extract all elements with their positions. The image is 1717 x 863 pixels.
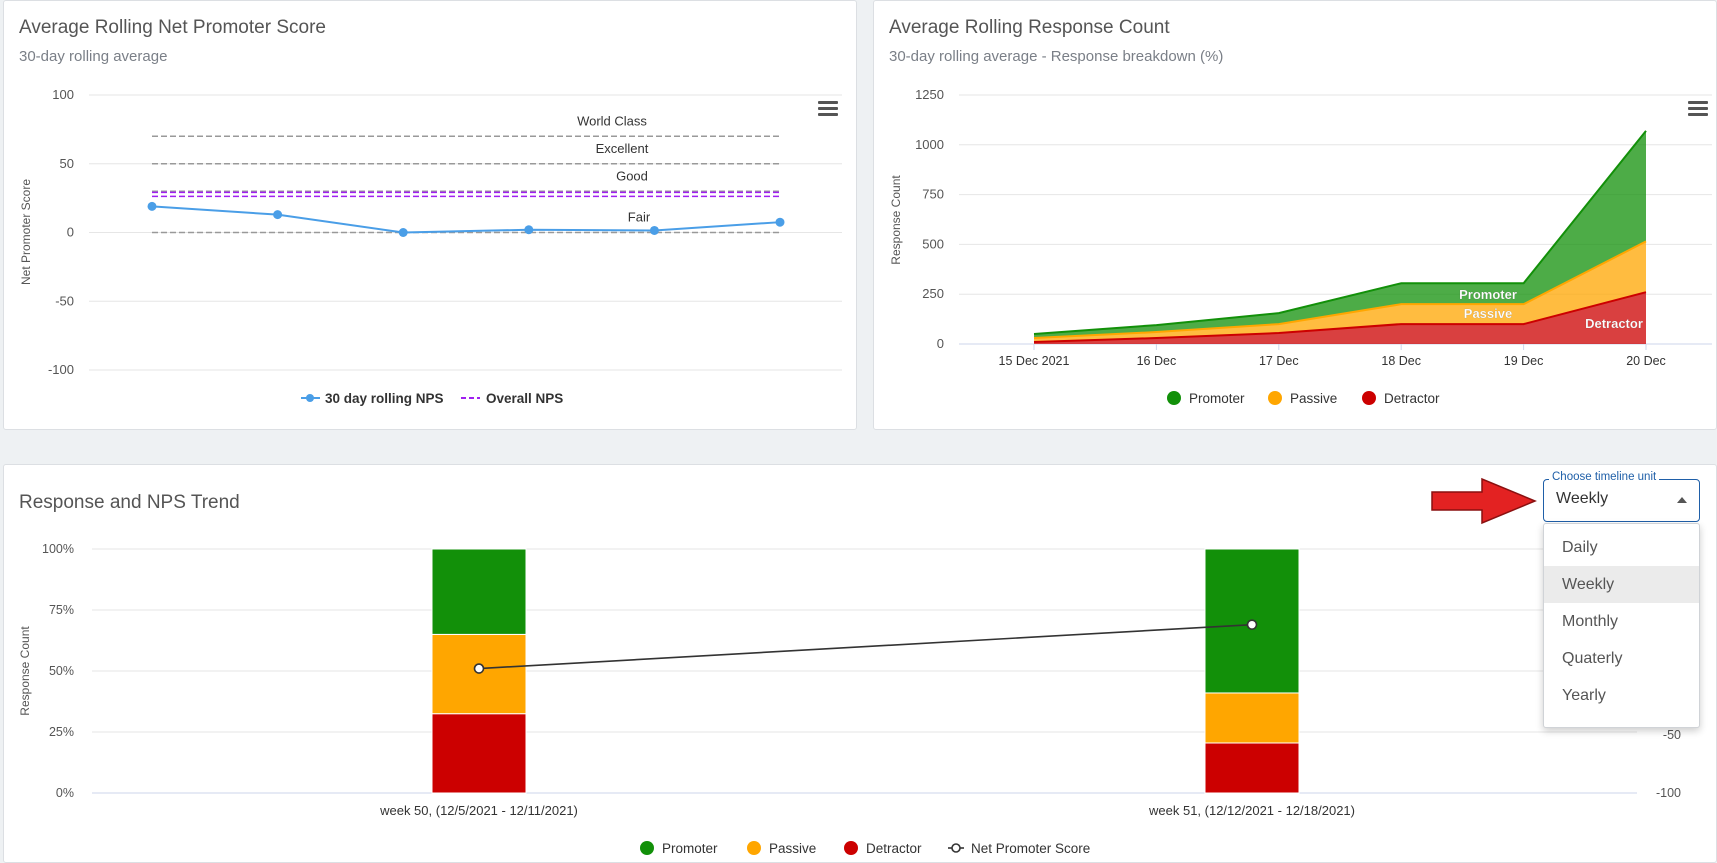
response-card: Average Rolling Response Count 30-day ro…	[873, 0, 1717, 430]
area-label-promoter: Promoter	[1459, 287, 1517, 302]
y-tick-label: 25%	[49, 725, 74, 739]
nps-data-point	[775, 217, 785, 227]
legend-net-promoter-score-label: Net Promoter Score	[971, 841, 1090, 856]
y-axis-label: Response Count	[18, 626, 32, 716]
x-tick-label: 17 Dec	[1259, 354, 1299, 368]
band-label: World Class	[577, 113, 647, 128]
trend-card-title: Response and NPS Trend	[19, 492, 240, 513]
bar-promoter	[431, 548, 527, 635]
hamburger-menu-icon[interactable]	[818, 101, 838, 117]
nps-card-title: Average Rolling Net Promoter Score	[19, 17, 326, 38]
legend-promoter-label: Promoter	[662, 841, 718, 856]
nps-data-point	[398, 228, 408, 237]
bar-detractor	[431, 713, 527, 794]
option-quarterly[interactable]: Quaterly	[1562, 650, 1623, 667]
area-line-passive	[1033, 240, 1647, 340]
area-line-promoter	[1033, 130, 1647, 336]
y-tick-label: 1000	[915, 137, 944, 152]
y-tick-label: 50	[60, 156, 74, 171]
legend-nps-label: 30 day rolling NPS	[325, 391, 444, 406]
right-y-tick-label: -50	[1663, 728, 1681, 742]
bar-detractor	[1204, 742, 1300, 794]
timeline-unit-select[interactable]: Weekly	[1543, 479, 1700, 522]
legend-detractor-swatch	[1362, 391, 1376, 405]
legend-detractor-label: Detractor	[866, 841, 922, 856]
x-tick-label: week 51, (12/12/2021 - 12/18/2021)	[1148, 803, 1355, 818]
x-tick-label: 18 Dec	[1381, 354, 1421, 368]
area-promoter	[1034, 130, 1646, 339]
nps-data-point	[273, 210, 283, 220]
legend-passive-label: Passive	[769, 841, 816, 856]
response-chart: 1250 1000 750 500 250 0 Response Count 15 Dec 2…	[889, 87, 1712, 406]
nps-data-point	[147, 201, 157, 211]
legend-passive-label: Passive	[1290, 391, 1337, 406]
y-tick-label: 750	[922, 187, 944, 202]
nps-card-subtitle: 30-day rolling average	[19, 48, 168, 65]
legend-passive-swatch	[747, 841, 761, 855]
caret-up-icon	[1677, 497, 1687, 503]
legend-detractor-label: Detractor	[1384, 391, 1440, 406]
y-tick-label: -50	[55, 293, 74, 308]
y-tick-label: 250	[922, 286, 944, 301]
y-tick-label: 50%	[49, 664, 74, 678]
y-tick-label: 0%	[56, 786, 74, 800]
timeline-unit-value: Weekly	[1556, 490, 1609, 507]
nps-series-line	[151, 205, 781, 234]
nps-chart: 100 50 0 -50 -100 Net Promoter Score World Cla…	[19, 87, 842, 406]
y-axis-label: Response Count	[889, 175, 903, 265]
x-tick-label: week 50, (12/5/2021 - 12/11/2021)	[379, 803, 578, 818]
area-label-detractor: Detractor	[1585, 316, 1643, 331]
y-tick-label: 0	[937, 336, 944, 351]
band-label: Fair	[628, 210, 651, 225]
legend-detractor-swatch	[844, 841, 858, 855]
timeline-unit-dropdown: Daily Weekly Monthly Quaterly Yearly	[1543, 523, 1700, 728]
bar-passive	[431, 633, 527, 715]
y-tick-label: 75%	[49, 603, 74, 617]
y-tick-label: 1250	[915, 87, 944, 102]
legend-nps-swatch-dot	[306, 394, 314, 402]
right-y-tick-label: -100	[1656, 786, 1681, 800]
legend-nps-swatch	[951, 843, 961, 853]
option-monthly[interactable]: Monthly	[1562, 613, 1619, 630]
legend-promoter-label: Promoter	[1189, 391, 1245, 406]
area-label-passive: Passive	[1464, 306, 1512, 321]
y-tick-label: 0	[67, 225, 74, 240]
x-tick-label: 16 Dec	[1137, 354, 1177, 368]
y-axis-label: Net Promoter Score	[19, 179, 33, 285]
bar-promoter	[1204, 548, 1300, 694]
response-card-title: Average Rolling Response Count	[889, 17, 1170, 38]
x-tick-label: 20 Dec	[1626, 354, 1666, 368]
option-daily[interactable]: Daily	[1562, 539, 1598, 556]
trend-card: Response and NPS Trend 100% 75% 50% 25% 0% -5…	[3, 464, 1717, 863]
nps-trend-line	[478, 623, 1253, 670]
red-arrow-icon	[1431, 477, 1537, 525]
timeline-unit-label: Choose timeline unit	[1549, 471, 1660, 483]
nps-trend-point	[1246, 619, 1258, 630]
area-passive	[1034, 241, 1646, 343]
nps-data-point	[524, 225, 534, 235]
band-label: Good	[616, 168, 648, 183]
nps-trend-point	[473, 663, 485, 674]
legend-passive-swatch	[1268, 391, 1282, 405]
band-label: Excellent	[596, 141, 649, 156]
y-tick-label: 500	[922, 236, 944, 251]
option-weekly[interactable]: Weekly	[1544, 566, 1699, 603]
y-tick-label: 100%	[42, 542, 74, 556]
y-tick-label: 100	[52, 87, 74, 102]
nps-data-point	[649, 225, 659, 235]
hamburger-menu-icon[interactable]	[1688, 101, 1708, 117]
option-yearly[interactable]: Yearly	[1562, 687, 1606, 704]
y-tick-label: -100	[48, 362, 74, 377]
nps-card: Average Rolling Net Promoter Score 30-da…	[3, 0, 857, 430]
legend-promoter-swatch	[1167, 391, 1181, 405]
response-card-subtitle: 30-day rolling average - Response breakd…	[889, 48, 1224, 65]
legend-promoter-swatch	[640, 841, 654, 855]
area-detractor	[1034, 292, 1646, 344]
bar-passive	[1204, 692, 1300, 744]
x-tick-label: 15 Dec 2021	[999, 354, 1070, 368]
area-line-detractor	[1033, 291, 1647, 344]
legend-overall-label: Overall NPS	[486, 391, 563, 406]
x-tick-label: 19 Dec	[1504, 354, 1544, 368]
